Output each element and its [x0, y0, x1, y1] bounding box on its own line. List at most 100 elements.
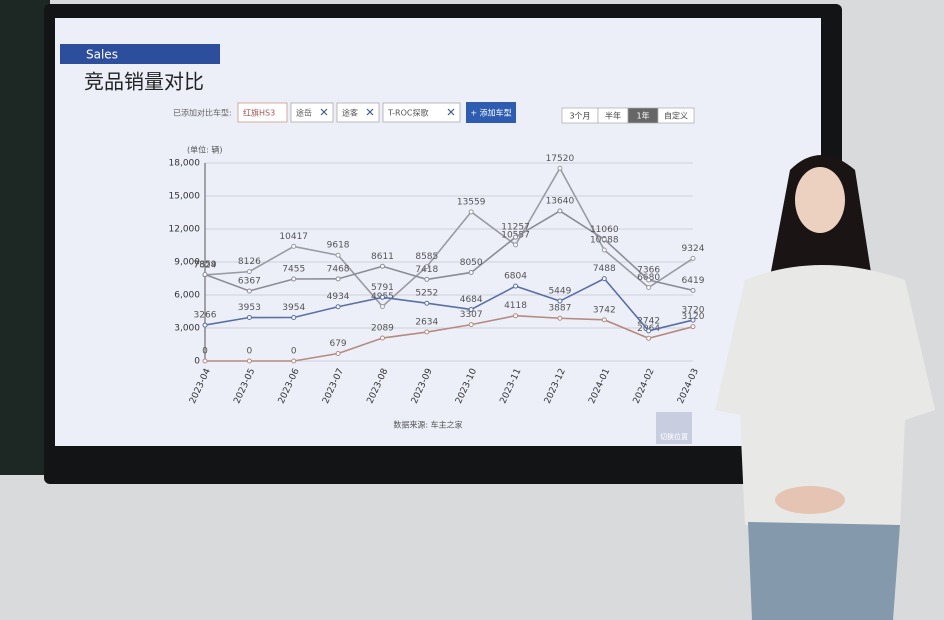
point: [690, 255, 696, 261]
point: [468, 306, 474, 312]
add-button[interactable]: + 添加车型: [470, 108, 511, 118]
series-line: [204, 277, 694, 332]
y-tick-label: 15,000: [169, 192, 201, 202]
point: [291, 315, 297, 321]
point: [646, 335, 652, 341]
screen: [55, 18, 821, 446]
face: [795, 167, 845, 233]
chip-label[interactable]: T-ROC探歌: [387, 108, 428, 118]
point: [646, 277, 652, 283]
data-label: 6419: [682, 276, 705, 286]
series-line: [205, 314, 694, 362]
jeans: [748, 522, 900, 620]
point: [513, 313, 519, 319]
data-label: 3720: [682, 306, 705, 316]
point: [246, 288, 252, 294]
data-label: 3307: [460, 310, 483, 320]
switch-button[interactable]: 切换位置: [660, 432, 688, 441]
chip-label[interactable]: 途客: [342, 108, 358, 118]
data-label: 3954: [282, 303, 305, 313]
point: [513, 234, 519, 240]
point: [246, 315, 252, 321]
tag: Sales: [86, 48, 118, 62]
point: [379, 263, 385, 269]
source: 数据来源: 车主之家: [393, 420, 462, 430]
point: [202, 272, 208, 278]
data-label: 13559: [457, 197, 486, 207]
point: [601, 317, 607, 323]
data-label: 13640: [546, 196, 575, 206]
chip-label[interactable]: 红旗HS3: [243, 108, 275, 118]
data-label: 7468: [327, 264, 350, 274]
point: [335, 351, 341, 357]
range-option[interactable]: 3个月: [569, 112, 590, 121]
chip-close[interactable]: [447, 108, 455, 116]
data-label: 9618: [327, 241, 350, 251]
data-label: 3887: [548, 304, 571, 314]
point: [424, 300, 430, 306]
range-option-bg[interactable]: [657, 107, 695, 124]
point: [646, 328, 652, 334]
chip-label[interactable]: 途岳: [296, 108, 312, 118]
add-button-bg[interactable]: [466, 102, 516, 123]
data-label: 11257: [501, 223, 530, 233]
data-label: 8585: [415, 252, 438, 262]
point: [291, 358, 297, 364]
point: [601, 247, 607, 253]
range-option[interactable]: 自定义: [664, 111, 688, 121]
point: [335, 252, 341, 258]
data-label: 7824: [194, 260, 217, 270]
series-line: [204, 210, 694, 292]
y-tick-label: 9,000: [174, 258, 200, 268]
compare-label: 已添加对比车型:: [173, 108, 232, 118]
data-label: 5449: [548, 287, 571, 297]
point: [557, 165, 563, 171]
y-tick-label: 18,000: [169, 159, 201, 169]
point: [601, 276, 607, 282]
switch-button-bg[interactable]: [656, 412, 692, 444]
point: [424, 264, 430, 270]
data-label: 4684: [460, 295, 483, 305]
chip[interactable]: [382, 102, 461, 123]
shirt: [715, 265, 935, 530]
hands: [775, 486, 845, 514]
point: [468, 322, 474, 328]
data-label: 8050: [460, 258, 483, 268]
data-label: 5791: [371, 283, 394, 293]
chip-close[interactable]: [320, 108, 328, 116]
point: [291, 243, 297, 249]
chip-close[interactable]: [366, 108, 374, 116]
point: [468, 209, 474, 215]
chip[interactable]: [290, 102, 334, 123]
y-tick-label: 0: [194, 357, 200, 367]
data-label: 11060: [590, 225, 619, 235]
data-label: 8126: [238, 257, 261, 267]
point: [202, 322, 208, 328]
data-label: 9324: [682, 244, 705, 254]
point: [291, 276, 297, 282]
range-option[interactable]: 半年: [605, 111, 621, 121]
series-line: [204, 166, 694, 308]
chip[interactable]: [237, 102, 288, 123]
data-label: 7455: [282, 264, 305, 274]
data-label: 4118: [504, 301, 527, 311]
point: [246, 358, 252, 364]
point: [601, 236, 607, 242]
person: [715, 155, 935, 620]
data-label: 6367: [238, 276, 261, 286]
chart-title: 竞品销量对比: [84, 70, 204, 94]
point: [690, 287, 696, 293]
point: [513, 242, 519, 248]
y-tick-label: 3,000: [174, 324, 200, 334]
point: [468, 269, 474, 275]
y-axis-label: (单位: 辆): [187, 145, 222, 155]
range-option[interactable]: 1年: [636, 111, 649, 121]
point: [557, 208, 563, 214]
data-label: 7488: [593, 264, 616, 274]
data-label: 7859: [194, 260, 217, 270]
tag-bg: [60, 44, 220, 64]
data-label: 3953: [238, 303, 261, 313]
chip[interactable]: [336, 102, 380, 123]
y-tick-label: 6,000: [174, 291, 200, 301]
